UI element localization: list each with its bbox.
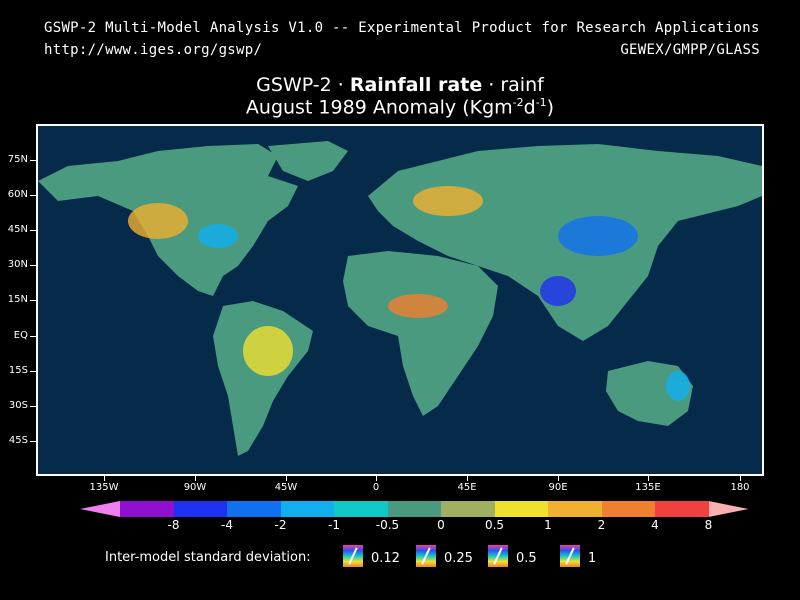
lon-tick <box>558 476 559 481</box>
lat-label: 75N <box>7 154 28 165</box>
lat-tick <box>30 406 36 407</box>
lon-label: 0 <box>372 482 380 493</box>
colorbar-segment <box>280 501 334 517</box>
anomaly-africa <box>388 294 448 318</box>
colorbar-label: -8 <box>167 518 180 532</box>
lat-tick <box>30 195 36 196</box>
std-dev-swatch <box>343 545 363 567</box>
lon-label: 180 <box>730 482 750 493</box>
world-map <box>36 124 764 476</box>
anomaly-layer <box>128 186 690 401</box>
title-variable: Rainfall rate <box>349 74 483 96</box>
lon-tick <box>195 476 196 481</box>
colorbar-segment <box>494 501 548 517</box>
anomaly-europe <box>413 186 483 216</box>
colorbar-label: 0.5 <box>484 518 505 532</box>
colorbar-segment <box>120 501 174 517</box>
lat-label: 30N <box>7 259 28 270</box>
colorbar-label: 0 <box>437 518 445 532</box>
colorbar-segment <box>548 501 602 517</box>
title-line2: August 1989 Anomaly (Kgm-2d-1) <box>0 96 800 118</box>
colorbar-segment <box>334 501 388 517</box>
std-dev-value: 1 <box>588 551 597 566</box>
std-dev-value: 0.12 <box>371 551 400 566</box>
lon-label: 135W <box>89 482 119 493</box>
std-dev-swatch <box>488 545 508 567</box>
lon-tick <box>740 476 741 481</box>
title-end: ) <box>546 96 555 119</box>
lat-label: EQ <box>13 330 28 341</box>
title-prefix: GSWP-2 · <box>256 74 350 96</box>
header-line1: GSWP-2 Multi-Model Analysis V1.0 -- Expe… <box>44 20 760 36</box>
lat-label: 30S <box>8 400 28 411</box>
colorbar-segment <box>80 501 120 517</box>
title-sup1: -2 <box>512 96 524 109</box>
colorbar-label: -4 <box>221 518 233 532</box>
colorbar-label: 4 <box>651 518 659 532</box>
colorbar-segment <box>173 501 227 517</box>
colorbar-segment <box>387 501 441 517</box>
colorbar-label: 2 <box>597 518 606 532</box>
lat-tick <box>30 160 36 161</box>
lat-tick <box>30 336 36 337</box>
std-dev-label: Inter-model standard deviation: <box>105 550 311 565</box>
lat-label: 15S <box>8 365 28 376</box>
map-svg <box>38 141 762 456</box>
anomaly-sa <box>243 326 293 376</box>
lon-label: 90E <box>548 482 568 493</box>
anomaly-na-wet <box>128 203 188 239</box>
title-sup2: -1 <box>535 96 547 109</box>
colorbar-label: -2 <box>274 518 287 532</box>
colorbar-segment <box>441 501 495 517</box>
header-program: GEWEX/GMPP/GLASS <box>620 42 760 58</box>
anomaly-asia <box>558 216 638 256</box>
lat-label: 45N <box>7 224 28 235</box>
lon-label: 45E <box>457 482 477 493</box>
lat-tick <box>30 300 36 301</box>
title-suffix: · rainf <box>482 74 544 96</box>
lat-label: 45S <box>8 435 28 446</box>
std-dev-swatch <box>560 545 580 567</box>
anomaly-na-dry <box>198 224 238 248</box>
lon-tick <box>286 476 287 481</box>
lat-label: 60N <box>7 189 28 200</box>
lon-tick <box>467 476 468 481</box>
colorbar-segment <box>708 501 749 517</box>
colorbar-label: -0.5 <box>375 518 400 532</box>
std-dev-swatch <box>416 545 436 567</box>
colorbar-segment <box>601 501 655 517</box>
colorbar-label: 1 <box>544 518 552 532</box>
anomaly-india <box>540 276 576 306</box>
colorbar-label: -1 <box>328 518 340 532</box>
lat-tick <box>30 265 36 266</box>
lat-tick <box>30 230 36 231</box>
anomaly-australia <box>666 371 690 401</box>
africa <box>343 251 498 416</box>
south-america <box>213 301 313 456</box>
lon-tick <box>648 476 649 481</box>
lon-tick <box>104 476 105 481</box>
lon-tick <box>376 476 377 481</box>
lat-tick <box>30 441 36 442</box>
lon-label: 90W <box>183 482 207 493</box>
title-date: August 1989 Anomaly (Kgm <box>245 96 513 119</box>
std-dev-value: 0.5 <box>516 551 537 566</box>
lon-label: 135E <box>635 482 661 493</box>
colorbar-segment <box>655 501 709 517</box>
header-url: http://www.iges.org/gswp/ <box>44 42 263 58</box>
colorbar-label: 8 <box>704 518 713 532</box>
title-mid: d <box>523 96 536 119</box>
greenland <box>268 141 348 181</box>
std-dev-value: 0.25 <box>444 551 473 566</box>
lon-label: 45W <box>274 482 298 493</box>
lat-tick <box>30 371 36 372</box>
lat-label: 15N <box>7 294 28 305</box>
colorbar-segment <box>227 501 281 517</box>
title-line1: GSWP-2 · Rainfall rate · rainf <box>0 74 800 96</box>
